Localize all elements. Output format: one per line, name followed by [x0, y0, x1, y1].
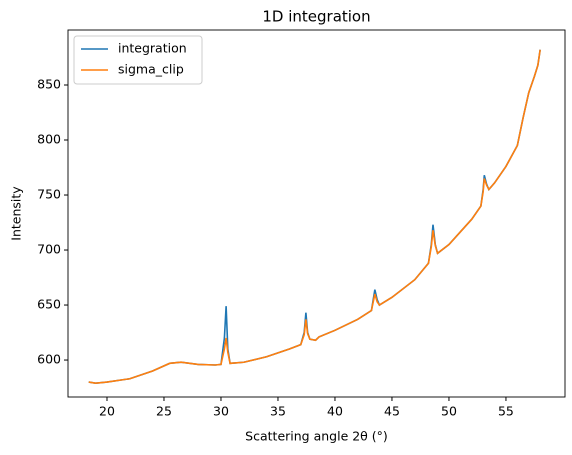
chart-title: 1D integration: [262, 8, 370, 26]
y-axis-label: Intensity: [9, 186, 24, 241]
legend-label: sigma_clip: [118, 62, 184, 77]
x-tick-label: 55: [498, 404, 514, 419]
x-tick-label: 45: [384, 404, 400, 419]
x-tick-label: 30: [213, 404, 229, 419]
y-tick-label: 850: [37, 77, 61, 92]
y-tick-label: 650: [37, 297, 61, 312]
y-tick-label: 750: [37, 187, 61, 202]
legend-box: [73, 35, 203, 85]
y-tick-label: 600: [37, 352, 61, 367]
data-line: [88, 49, 541, 384]
data-line: [88, 49, 541, 384]
y-tick-label: 800: [37, 132, 61, 147]
x-tick-label: 50: [441, 404, 457, 419]
plot-frame: [67, 29, 566, 398]
x-tick-label: 40: [327, 404, 343, 419]
x-tick-label: 20: [99, 404, 115, 419]
legend-label: integration: [118, 41, 187, 56]
x-tick-label: 35: [270, 404, 286, 419]
x-tick-label: 25: [156, 404, 172, 419]
y-tick-label: 700: [37, 242, 61, 257]
x-axis-label: Scattering angle 2θ (°): [245, 429, 388, 444]
